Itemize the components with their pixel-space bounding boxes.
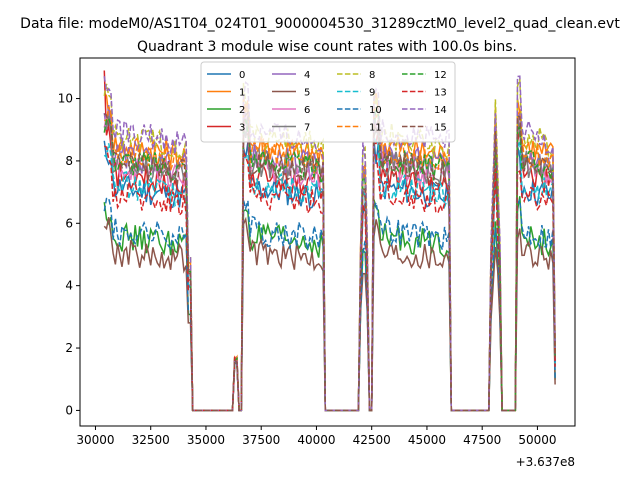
- x-tick-label: 37500: [242, 433, 280, 447]
- x-axis: 30000 32500 35000 37500 40000 42500 45000 47500…: [76, 426, 557, 447]
- legend-label: 5: [304, 88, 310, 99]
- y-tick-label: 0: [65, 403, 73, 417]
- x-tick-label: 45000: [408, 433, 446, 447]
- y-tick-label: 4: [65, 279, 73, 293]
- legend-label: 9: [369, 88, 375, 99]
- legend-label: 15: [434, 123, 447, 134]
- legend-label: 8: [369, 70, 375, 81]
- legend-label: 12: [434, 70, 447, 81]
- figure-suptitle: Data file: modeM0/AS1T04_024T01_90000045…: [20, 16, 620, 32]
- legend-box: [200, 61, 456, 143]
- y-tick-label: 6: [65, 216, 73, 230]
- legend-label: 3: [239, 123, 245, 134]
- series-line-15: [104, 110, 556, 412]
- chart-title: Quadrant 3 module wise count rates with …: [137, 39, 517, 55]
- x-tick-label: 50000: [518, 433, 556, 447]
- legend-label: 7: [304, 123, 310, 134]
- legend-label: 0: [239, 70, 245, 81]
- y-tick-label: 10: [58, 92, 73, 106]
- x-tick-label: 40000: [297, 433, 335, 447]
- x-tick-label: 35000: [187, 433, 225, 447]
- legend-label: 2: [239, 105, 245, 116]
- y-tick-label: 2: [65, 341, 73, 355]
- legend-label: 4: [304, 70, 310, 81]
- legend-label: 1: [239, 88, 245, 99]
- x-offset-label: +3.637e8: [516, 455, 575, 469]
- legend-label: 11: [369, 123, 382, 134]
- x-tick-label: 32500: [132, 433, 170, 447]
- series-group: [103, 70, 556, 412]
- legend-label: 10: [369, 105, 382, 116]
- x-tick-label: 30000: [76, 433, 114, 447]
- series-line-9: [103, 136, 556, 412]
- legend-label: 14: [434, 105, 447, 116]
- x-tick-label: 47500: [463, 433, 501, 447]
- y-axis: 0 2 4 6 8 10: [58, 92, 80, 417]
- x-tick-label: 42500: [353, 433, 391, 447]
- axes-frame: [79, 57, 576, 427]
- legend-label: 6: [304, 105, 310, 116]
- y-tick-label: 8: [65, 154, 73, 168]
- legend-label: 13: [434, 88, 447, 99]
